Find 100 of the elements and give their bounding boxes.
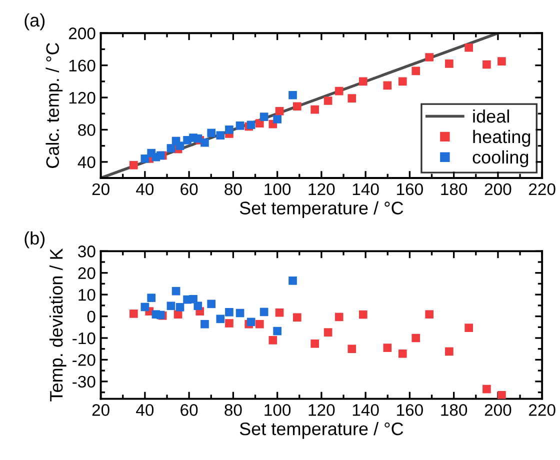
point [176,142,184,150]
y-tick-label: 200 [68,28,96,40]
y-tick-label: 80 [78,124,96,136]
x-tick-label: 220 [529,404,556,416]
y-tick-label: 30 [78,246,96,258]
x-axis-title: Set temperature / °C [240,422,404,439]
point [288,90,297,100]
point [445,60,454,68]
x-tick-label: 160 [397,404,423,416]
point [425,310,434,319]
x-tick-label: 140 [352,404,379,416]
y-tick-label: 10 [78,288,96,301]
text: (a) [24,13,45,30]
y-tick-label: 20 [78,267,96,280]
x-tick-label: 200 [484,404,512,416]
x-tick-label: 180 [441,404,468,416]
point [293,102,302,111]
point [260,112,268,122]
point [482,384,491,394]
x-tick-label: 20 [92,183,110,196]
point [498,390,506,399]
legend-label: ideal [473,109,509,123]
point [288,276,297,285]
point [140,154,150,163]
point [358,77,368,86]
point [398,77,407,86]
point [255,320,264,328]
point [225,308,234,316]
x-tick-label: 100 [264,404,291,416]
point [275,107,284,116]
point [166,302,176,310]
point [348,94,356,102]
y-tick-label: -10 [72,332,96,344]
point [225,126,234,134]
x-tick-label: 120 [308,183,335,196]
point [260,308,268,316]
legend-label: heating [473,130,530,147]
point [273,115,282,124]
point [482,60,491,69]
x-tick-label: 220 [529,183,556,196]
x-tick-label: 100 [264,183,291,196]
y-axis-title: Temp. deviation / K [49,248,66,402]
point [147,294,156,302]
point [412,66,420,76]
point [216,131,225,140]
point [348,344,356,354]
point [194,302,202,310]
point [334,86,344,96]
x-axis-title: Set temperature / °C [240,201,404,218]
point [236,308,244,318]
y-tick-label: 0 [87,310,96,323]
point [464,43,473,52]
y-tick-label: 120 [69,92,96,104]
point [268,336,278,344]
x-tick-label: 160 [397,183,423,196]
point [425,53,434,62]
point [273,326,282,336]
y-tick-label: 160 [69,60,96,72]
point [207,300,216,308]
y-tick-label: -30 [72,376,96,388]
y-tick-label: 40 [78,156,96,168]
x-tick-label: 80 [224,183,242,196]
x-tick-label: 40 [136,183,154,196]
point [140,302,150,312]
point [498,57,506,66]
text: (b) [24,231,45,248]
point [236,122,244,130]
point [334,312,344,322]
x-tick-label: 140 [352,183,379,196]
x-tick-label: 200 [484,183,512,196]
point [293,313,302,322]
point [216,314,225,324]
point [166,144,176,152]
x-tick-label: 120 [308,404,335,416]
point [398,349,407,358]
point [383,81,392,90]
point [207,128,216,138]
x-tick-label: 80 [224,404,242,416]
point [275,308,284,317]
x-tick-label: 60 [180,183,198,196]
y-axis-title: Calc. temp. / °C [46,42,63,168]
point [324,328,332,337]
x-tick-label: 60 [180,404,198,416]
y-tick-label: -20 [72,354,96,366]
point [358,310,368,319]
point [412,334,420,342]
x-tick-label: 180 [441,183,468,196]
point [130,310,138,318]
x-tick-label: 40 [136,404,154,416]
point [383,344,392,352]
point [200,320,209,328]
legend-label: cooling [472,150,528,168]
point [464,324,473,332]
point [445,347,454,356]
x-tick-label: 20 [92,404,110,416]
point [310,340,319,348]
point [324,96,332,105]
point [200,138,209,147]
point [130,160,138,170]
point [310,105,319,114]
